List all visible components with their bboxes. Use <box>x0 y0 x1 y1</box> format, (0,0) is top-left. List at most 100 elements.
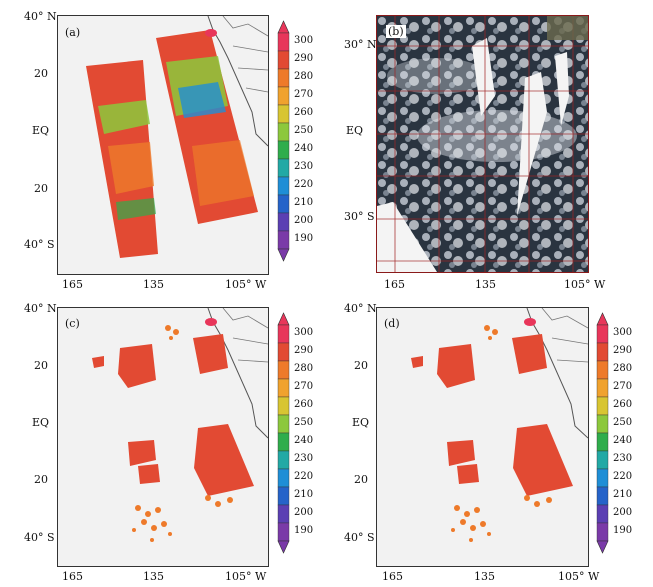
colorbar-tick-label: 250 <box>294 417 314 428</box>
xlabel-b-2: 105° W <box>564 278 606 291</box>
colorbar-tick-label: 200 <box>613 507 633 518</box>
colorbar-svg <box>277 20 290 262</box>
cluster-ne-c <box>193 334 228 374</box>
colorbar-step <box>277 176 290 196</box>
xlabel-a-2: 105° W <box>225 278 267 291</box>
cluster-s-c <box>132 325 233 542</box>
xlabel-d-0: 165 <box>382 570 403 583</box>
ylabel-b-0: 30° N <box>344 38 377 51</box>
colorbar-tick-label: 210 <box>294 489 314 500</box>
colorbar-step <box>596 504 609 524</box>
colorbar-step <box>596 378 609 398</box>
colorbar-tick-label: 220 <box>613 471 633 482</box>
colorbar-tick-label: 200 <box>294 215 314 226</box>
satellite-swath-map-a <box>86 16 268 258</box>
swath-left-orange-a <box>108 142 154 194</box>
colorbar-tick-label: 280 <box>294 71 314 82</box>
cluster-s-d <box>451 325 552 542</box>
colorbar-top-arrow <box>277 312 290 326</box>
colorbar-c: 300 290 280 270 260 250 240 230 220 210 200 190 <box>277 312 313 554</box>
xlabel-c-1: 135 <box>143 570 164 583</box>
colorbar-step <box>596 342 609 362</box>
colorbar-tick-label: 300 <box>294 327 314 338</box>
colorbar-tick-label: 290 <box>613 345 633 356</box>
colorbar-tick-label: 260 <box>294 399 314 410</box>
colorbar-step <box>596 486 609 506</box>
colorbar-step <box>596 396 609 416</box>
colorbar-step <box>596 324 609 344</box>
map-a <box>57 15 269 275</box>
colorbar-step <box>277 104 290 124</box>
colorbar-tick-label: 240 <box>294 435 314 446</box>
xlabel-a-1: 135 <box>143 278 164 291</box>
ylabel-d-1: 20 <box>354 359 368 372</box>
colorbar-tick-label: 220 <box>294 471 314 482</box>
colorbar-bottom-arrow <box>596 540 609 554</box>
colorbar-svg <box>277 312 290 554</box>
map-b <box>376 15 589 273</box>
colorbar-tick-label: 230 <box>613 453 633 464</box>
colorbar-step <box>596 432 609 452</box>
colorbar-top-arrow <box>596 312 609 326</box>
cluster-nw-small-d <box>411 356 423 368</box>
colorbar-step <box>277 122 290 142</box>
panel-label-d: (d) <box>384 317 400 330</box>
colorbar-tick-label: 280 <box>294 363 314 374</box>
swath-right-blue-a <box>178 82 226 118</box>
colorbar-tick-label: 270 <box>294 381 314 392</box>
colorbar-tick-label: 240 <box>294 143 314 154</box>
coastline-d <box>526 308 588 439</box>
swath-left-green-a <box>98 100 150 134</box>
colorbar-d: 300 290 280 270 260 250 240 230 220 210 200 190 <box>596 312 632 554</box>
ylabel-d-2: EQ <box>352 416 370 429</box>
land-outline-a <box>222 16 268 93</box>
ylabel-d-3: 20 <box>354 473 368 486</box>
colorbar-step <box>596 522 609 542</box>
cluster-se-c <box>194 424 254 496</box>
xlabel-c-0: 165 <box>62 570 83 583</box>
ylabel-d-0: 40° N <box>344 302 377 315</box>
lat-lon-grid-b <box>377 16 588 272</box>
cluster-mid-d <box>447 440 475 466</box>
colorbar-step <box>277 50 290 70</box>
cluster-mid-c <box>128 440 156 466</box>
retrieval-map-d <box>411 308 588 542</box>
colorbar-tick-label: 220 <box>294 179 314 190</box>
colorbar-step <box>596 450 609 470</box>
coastline-c <box>207 308 268 439</box>
colorbar-step <box>277 414 290 434</box>
colorbar-step <box>277 486 290 506</box>
cloud-imagery-b <box>377 16 588 272</box>
colorbar-tick-label: 210 <box>613 489 633 500</box>
colorbar-tick-label: 260 <box>294 107 314 118</box>
colorbar-step <box>277 194 290 214</box>
colorbar-top-arrow <box>277 20 290 34</box>
colorbar-svg <box>596 312 609 554</box>
retrieval-map-c <box>92 308 268 542</box>
panel-b: (b) 30° N EQ 30° S 165 135 105° W <box>326 0 653 295</box>
colorbar-step <box>596 468 609 488</box>
colorbar-step <box>277 32 290 52</box>
land-patch-b <box>547 16 588 40</box>
cluster-nw-d <box>437 344 475 388</box>
panel-d: (d) 40° N 20 EQ 20 40° S 165 135 105° W … <box>326 295 653 587</box>
ylabel-c-1: 20 <box>34 359 48 372</box>
ylabel-a-3: 20 <box>34 182 48 195</box>
panel-a: (a) 40° N 20 EQ 20 40° S 165 135 105° W … <box>0 0 326 295</box>
hot-spot-d <box>524 318 536 326</box>
cluster-mid2-c <box>138 464 160 484</box>
colorbar-tick-label: 230 <box>294 453 314 464</box>
xlabel-c-2: 105° W <box>225 570 267 583</box>
swath-gap-2-b <box>517 72 547 216</box>
colorbar-tick-label: 260 <box>613 399 633 410</box>
colorbar-step <box>277 504 290 524</box>
colorbar-tick-label: 270 <box>613 381 633 392</box>
cluster-nw-small-c <box>92 356 104 368</box>
colorbar-tick-label: 250 <box>294 125 314 136</box>
ylabel-c-4: 40° S <box>24 531 55 544</box>
colorbar-tick-label: 290 <box>294 53 314 64</box>
colorbar-tick-label: 300 <box>294 35 314 46</box>
colorbar-step <box>277 342 290 362</box>
colorbar-step <box>277 450 290 470</box>
colorbar-a: 300 290 280 270 260 250 240 230 220 210 200 190 <box>277 20 313 262</box>
